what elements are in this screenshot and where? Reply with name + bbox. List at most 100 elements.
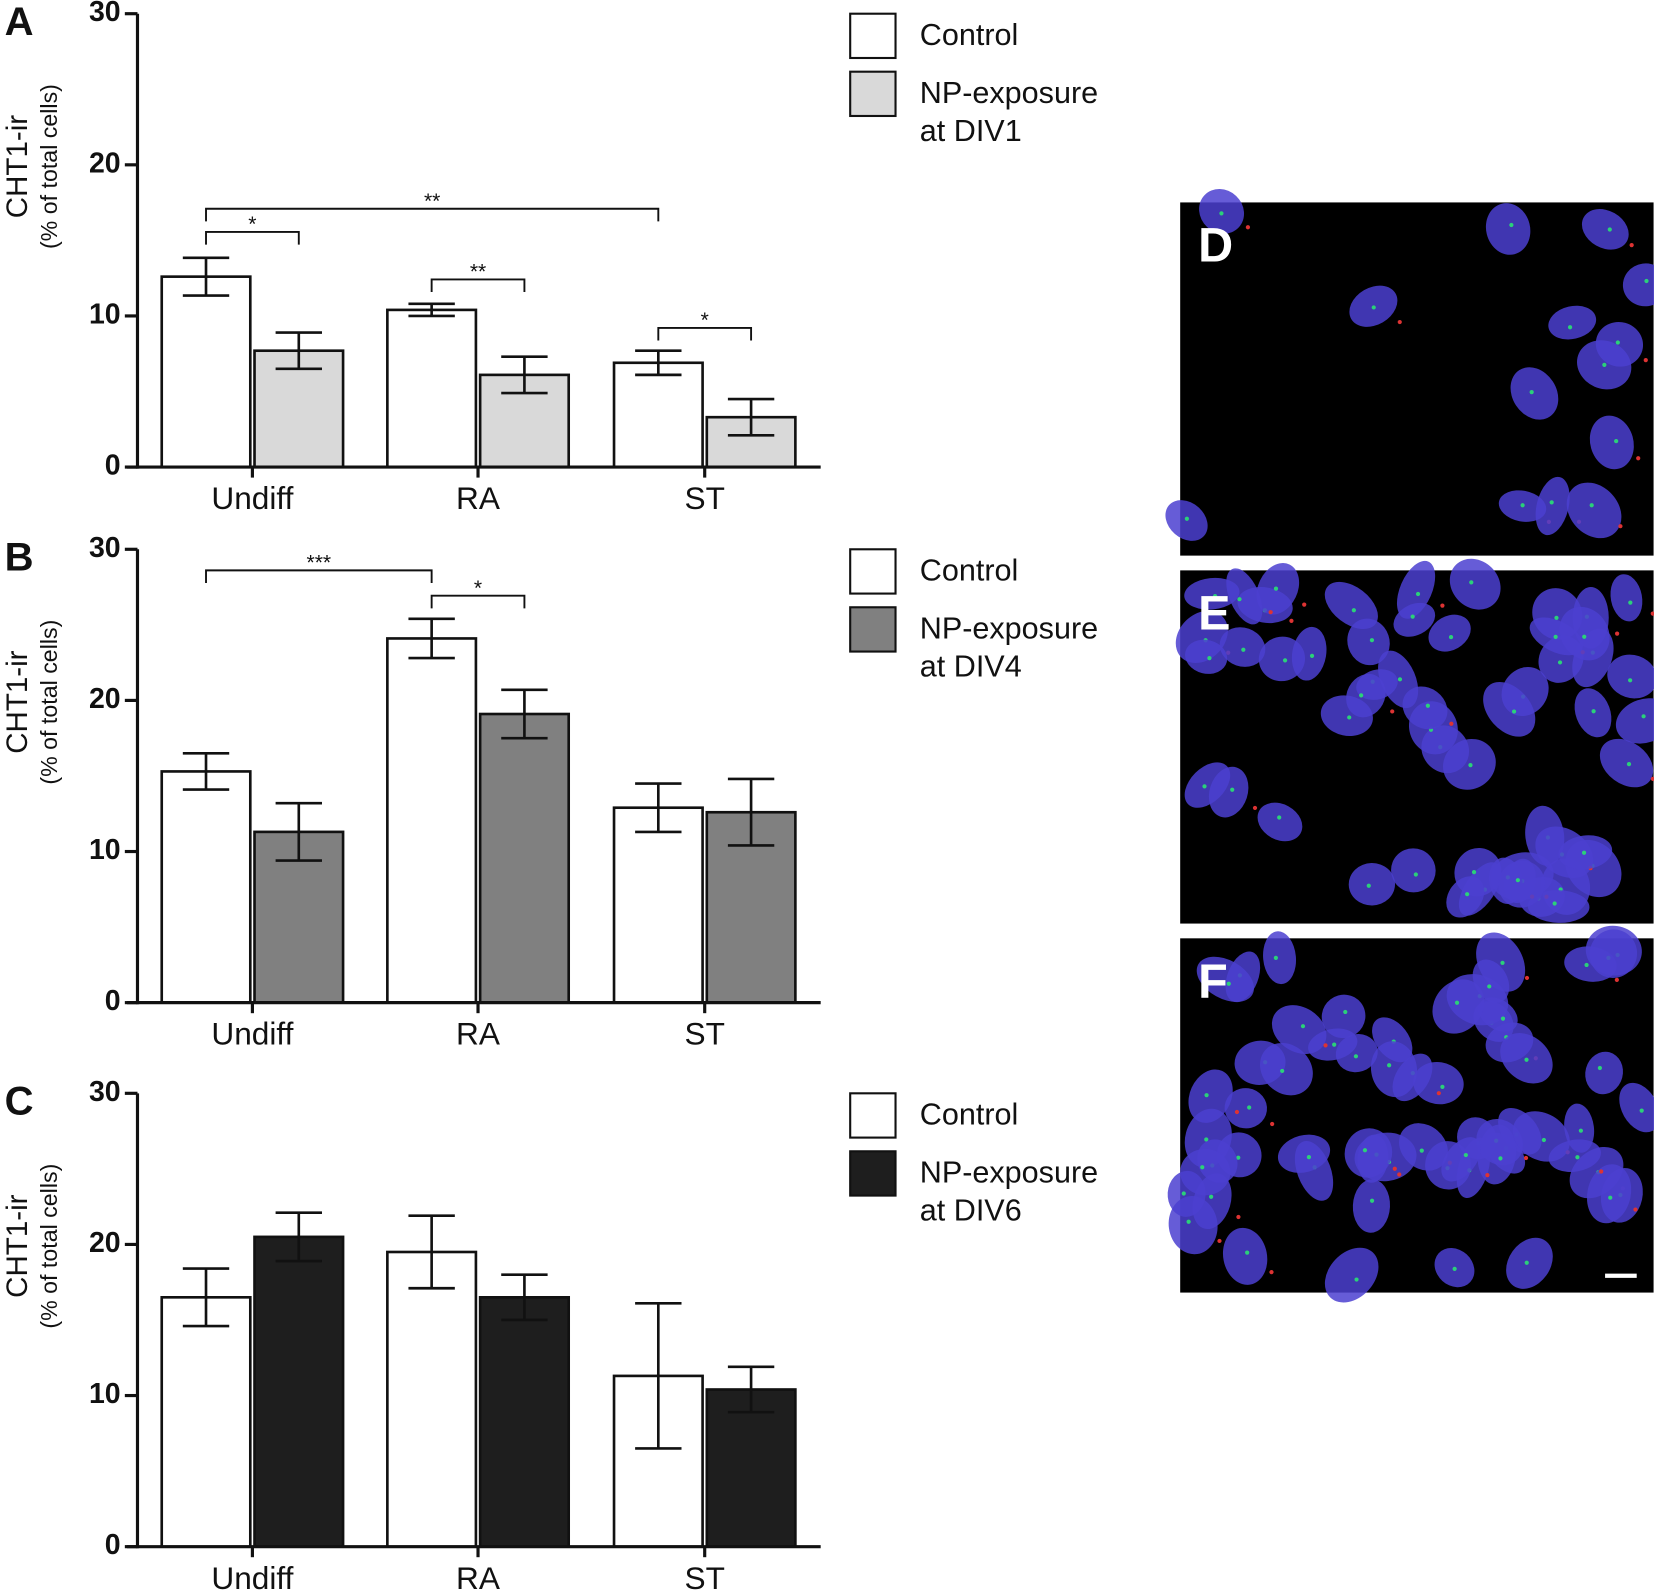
x-tick-label: ST xyxy=(684,480,724,516)
marker-dot xyxy=(1633,1207,1638,1212)
marker-dot xyxy=(1602,362,1607,368)
marker-dot xyxy=(1247,1105,1252,1110)
marker-dot xyxy=(1226,981,1231,986)
nucleus xyxy=(1352,1179,1391,1233)
nucleus xyxy=(1432,979,1485,1034)
bar xyxy=(612,361,704,469)
marker-dot xyxy=(1650,776,1654,781)
significance-bracket xyxy=(430,278,526,293)
marker-dot xyxy=(1397,319,1402,325)
marker-dot xyxy=(1359,693,1364,698)
y-axis-sublabel: (% of total cells) xyxy=(36,1164,62,1329)
image-label: E xyxy=(1198,587,1230,641)
significance-label: *** xyxy=(307,552,332,575)
nucleus xyxy=(1167,1170,1206,1217)
marker-dot xyxy=(1524,1260,1529,1265)
marker-dot xyxy=(1454,1000,1460,1005)
bar xyxy=(612,806,704,1004)
marker-dot xyxy=(1230,787,1235,792)
marker-dot xyxy=(1237,597,1242,602)
marker-dot xyxy=(1589,503,1594,508)
nucleus xyxy=(1324,581,1378,630)
marker-dot xyxy=(1366,883,1371,888)
nucleus xyxy=(1196,956,1254,1002)
nucleus xyxy=(1226,568,1263,625)
marker-dot xyxy=(1500,1016,1506,1021)
marker-dot xyxy=(1280,1068,1285,1074)
marker-dot xyxy=(1217,1238,1222,1244)
marker-dot xyxy=(1212,594,1218,599)
marker-dot xyxy=(1463,1152,1468,1158)
legend-label: Control xyxy=(920,554,1019,588)
error-bar xyxy=(408,1214,455,1290)
legend-swatch xyxy=(849,12,897,60)
nucleus xyxy=(1259,1042,1313,1096)
marker-dot xyxy=(1306,1155,1312,1160)
bar xyxy=(478,712,571,1004)
marker-dot xyxy=(1343,1009,1348,1015)
nucleus xyxy=(1263,931,1297,985)
marker-dot xyxy=(1448,634,1454,640)
error-bar xyxy=(635,349,682,377)
significance-bracket xyxy=(430,594,526,609)
marker-dot xyxy=(1351,608,1356,613)
error-bar xyxy=(501,688,548,740)
marker-dot xyxy=(1468,763,1473,768)
nucleus xyxy=(1184,577,1240,610)
micrograph xyxy=(1165,189,1654,556)
marker-dot xyxy=(1614,977,1619,982)
nucleus xyxy=(1564,946,1617,982)
bar xyxy=(386,308,478,469)
significance-label: ** xyxy=(424,190,440,213)
marker-dot xyxy=(1362,1148,1368,1153)
marker-dot xyxy=(1353,1054,1359,1059)
nucleus xyxy=(1271,1005,1327,1054)
marker-dot xyxy=(1626,761,1632,767)
marker-dot xyxy=(1413,872,1418,877)
marker-dot xyxy=(1323,1043,1328,1048)
nucleus xyxy=(1188,1069,1233,1123)
x-tick-label: RA xyxy=(456,1016,501,1052)
error-bar xyxy=(182,751,230,791)
marker-dot xyxy=(1219,211,1224,216)
error-bar xyxy=(275,801,322,862)
error-bar xyxy=(408,617,455,660)
marker-dot xyxy=(1582,634,1587,639)
marker-dot xyxy=(1415,591,1421,597)
marker-dot xyxy=(1636,456,1641,461)
marker-dot xyxy=(1615,340,1620,345)
marker-dot xyxy=(1269,1270,1274,1275)
nucleus xyxy=(1347,618,1390,666)
x-tick-label: Undiff xyxy=(211,480,293,516)
marker-dot xyxy=(1629,243,1634,248)
significance-bracket xyxy=(205,230,300,245)
marker-dot xyxy=(1549,500,1554,505)
nucleus xyxy=(1619,1082,1654,1133)
marker-dot xyxy=(1302,602,1307,607)
marker-dot xyxy=(1252,805,1258,811)
marker-dot xyxy=(1369,638,1375,643)
marker-dot xyxy=(1509,222,1514,228)
marker-dot xyxy=(1440,1084,1445,1089)
nucleus xyxy=(1370,1041,1418,1098)
marker-dot xyxy=(1485,1173,1490,1178)
y-tick-label: 0 xyxy=(105,450,121,482)
nucleus xyxy=(1441,1137,1481,1182)
nucleus xyxy=(1321,994,1366,1039)
marker-dot xyxy=(1268,610,1273,615)
nucleus xyxy=(1510,367,1559,420)
image-label: D xyxy=(1198,219,1233,273)
y-axis-sublabel: (% of total cells) xyxy=(36,84,62,249)
nucleus xyxy=(1559,606,1610,661)
marker-dot xyxy=(1241,647,1246,652)
x-tick-label: RA xyxy=(456,1560,501,1592)
bar xyxy=(386,1250,478,1548)
micrograph xyxy=(1175,558,1654,924)
marker-dot xyxy=(1392,1166,1397,1171)
error-bar xyxy=(501,1273,548,1322)
y-axis-label: CHT1-ir xyxy=(1,115,34,218)
marker-dot xyxy=(1202,784,1207,789)
y-tick-label: 20 xyxy=(89,147,121,179)
marker-dot xyxy=(1270,1121,1275,1127)
x-tick-label: ST xyxy=(684,1560,724,1592)
